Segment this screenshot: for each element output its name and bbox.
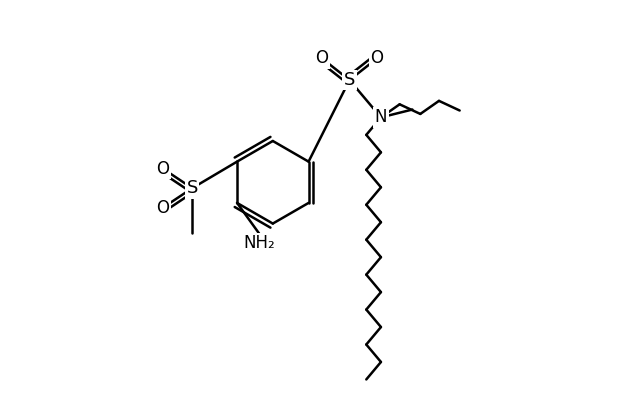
Text: O: O (371, 50, 383, 67)
Text: S: S (344, 71, 355, 89)
Text: S: S (186, 179, 198, 197)
Text: O: O (156, 199, 169, 217)
Text: O: O (316, 50, 328, 67)
Text: O: O (156, 160, 169, 177)
Text: N: N (374, 109, 387, 126)
Text: NH₂: NH₂ (243, 234, 275, 252)
